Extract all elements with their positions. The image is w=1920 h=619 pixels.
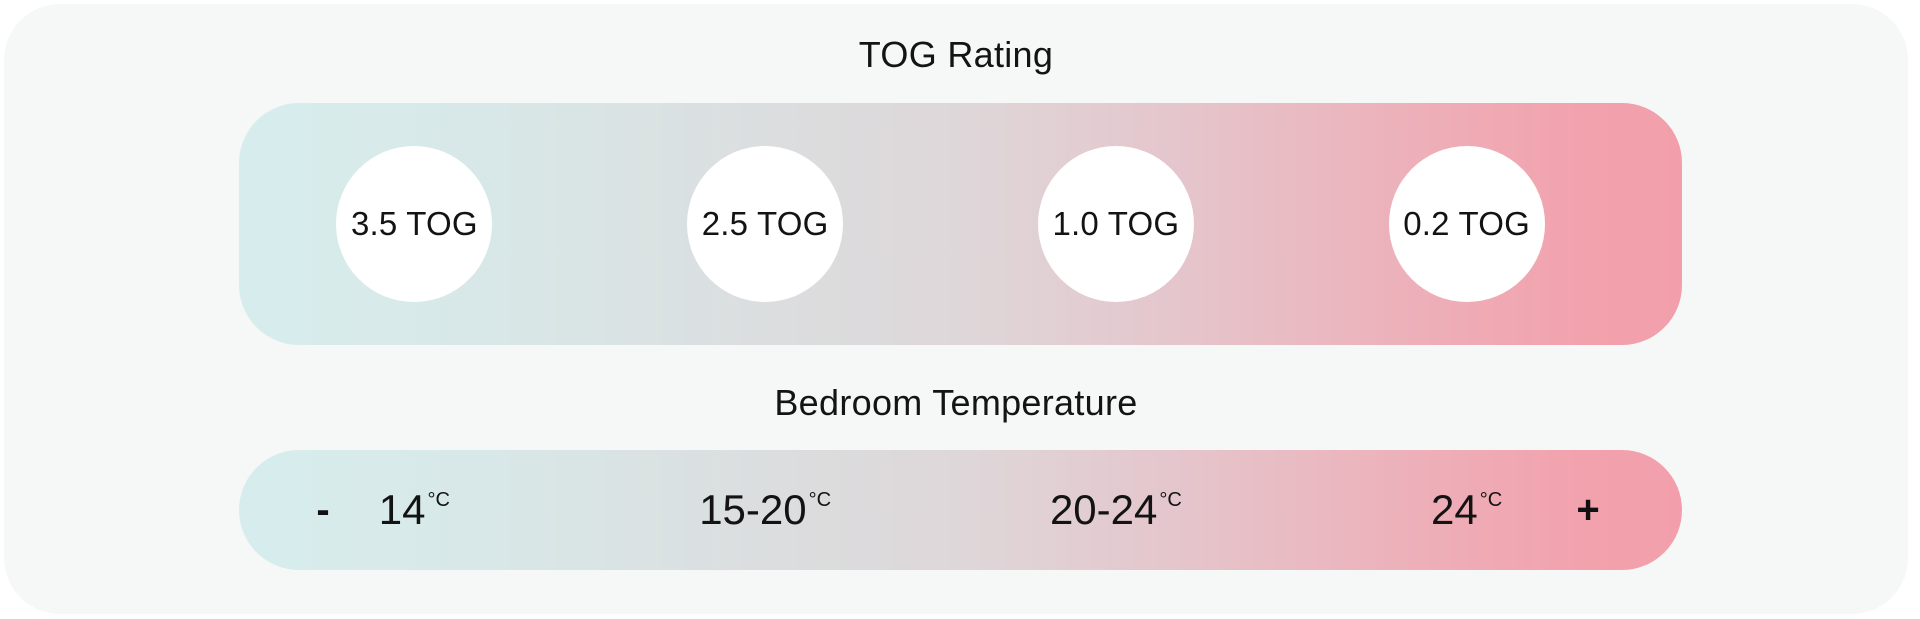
tog-circle-2-5: 2.5 TOG — [687, 146, 844, 302]
tog-rating-title: TOG Rating — [858, 34, 1054, 75]
tog-circle-0-2: 0.2 TOG — [1388, 146, 1545, 302]
celsius-unit: °C — [808, 489, 832, 511]
temperature-value: 15-20 — [699, 486, 807, 533]
celsius-unit: °C — [1479, 489, 1503, 511]
temperature-cell: 14 °C — [239, 450, 590, 570]
temperature-value: 14 — [378, 486, 426, 533]
tog-circle-label: 2.5 TOG — [701, 205, 829, 242]
temperature-cell: 15-20 °C — [590, 450, 941, 570]
temperature-labels-row: 14 °C 15-20 °C 20-24 °C 24 °C — [239, 450, 1682, 570]
temperature-label-20-24: 20-24 °C — [1050, 486, 1182, 534]
tog-circles-row: 3.5 TOG 2.5 TOG 1.0 TOG 0.2 TOG — [239, 103, 1682, 345]
tog-circle-label: 3.5 TOG — [351, 205, 478, 242]
bedroom-temperature-title: Bedroom Temperature — [774, 382, 1138, 423]
tog-cell: 2.5 TOG — [590, 103, 941, 345]
celsius-unit: °C — [1159, 489, 1182, 511]
temperature-gradient-bar: - 14 °C 15-20 °C 20-24 °C — [239, 450, 1682, 570]
celsius-unit: °C — [427, 489, 450, 511]
tog-circle-label: 0.2 TOG — [1403, 205, 1530, 242]
tog-cell: 0.2 TOG — [1291, 103, 1642, 345]
tog-temperature-card: TOG Rating 3.5 TOG 2.5 TOG 1.0 TOG — [4, 4, 1908, 614]
tog-cell: 3.5 TOG — [239, 103, 590, 345]
increase-temperature-button[interactable]: + — [1576, 487, 1600, 532]
temperature-label-14: 14 °C — [379, 486, 450, 534]
temperature-value: 20-24 — [1049, 486, 1158, 533]
temperature-cell: 20-24 °C — [941, 450, 1292, 570]
temperature-label-24: 24 °C — [1431, 486, 1502, 534]
temperature-label-15-20: 15-20 °C — [699, 486, 831, 534]
temperature-cell: 24 °C — [1291, 450, 1642, 570]
decrease-temperature-button[interactable]: - — [316, 487, 330, 532]
tog-circle-1-0: 1.0 TOG — [1037, 146, 1194, 302]
tog-cell: 1.0 TOG — [941, 103, 1292, 345]
tog-gradient-bar: 3.5 TOG 2.5 TOG 1.0 TOG 0.2 TOG — [239, 103, 1682, 345]
tog-circle-label: 1.0 TOG — [1052, 205, 1180, 242]
temperature-value: 24 — [1431, 486, 1478, 533]
tog-circle-3-5: 3.5 TOG — [336, 146, 493, 302]
